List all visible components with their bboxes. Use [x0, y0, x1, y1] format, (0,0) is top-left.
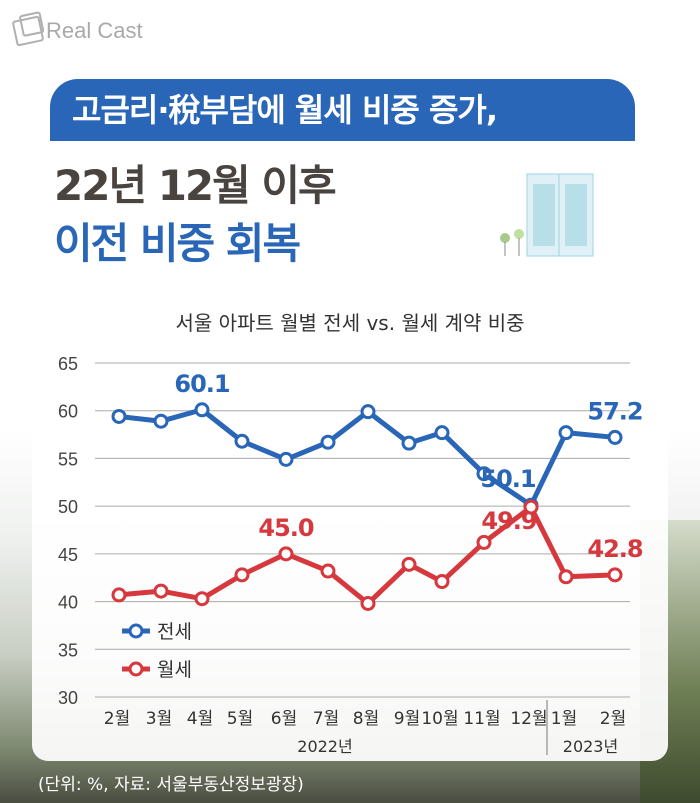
year-label: 2022년	[297, 737, 352, 756]
data-point	[278, 451, 294, 467]
y-tick-label: 60	[58, 402, 78, 422]
data-point	[320, 563, 336, 579]
series-line-0	[118, 407, 616, 508]
y-tick-label: 55	[58, 449, 78, 469]
brand-name: Real Cast	[46, 18, 143, 43]
x-tick-label: 12월	[510, 709, 547, 729]
data-point	[153, 413, 169, 429]
data-label: 57.2	[587, 397, 642, 425]
x-tick-label: 10월	[421, 709, 458, 729]
x-tick-label: 9월	[394, 709, 420, 729]
y-tick-label: 45	[58, 545, 78, 565]
data-label: 50.1	[480, 465, 536, 493]
x-tick-label: 2월	[600, 709, 626, 729]
data-point	[153, 583, 169, 599]
x-tick-label: 3월	[146, 709, 172, 729]
chart-card	[32, 285, 668, 761]
data-label: 45.0	[258, 514, 314, 542]
x-tick-label: 11월	[463, 709, 500, 729]
x-tick-label: 6월	[271, 709, 297, 729]
data-point	[360, 595, 376, 611]
data-point	[607, 429, 623, 445]
data-point	[558, 569, 574, 585]
legend-marker	[128, 661, 144, 677]
x-tick-label: 8월	[353, 709, 379, 729]
legend-label: 월세	[157, 659, 192, 681]
data-point	[194, 591, 210, 607]
year-label: 2023년	[563, 737, 618, 756]
data-point	[401, 435, 417, 451]
x-tick-label: 1월	[551, 709, 577, 729]
data-point	[523, 499, 539, 515]
brand-logo: Real Cast	[11, 15, 143, 47]
headline-banner: 고금리·稅부담에 월세 비중 증가,	[50, 79, 635, 141]
data-point	[234, 567, 250, 583]
data-point	[278, 546, 294, 562]
source-note: (단위: %, 자료: 서울부동산정보광장)	[38, 775, 304, 795]
data-point	[401, 556, 417, 572]
x-tick-label: 7월	[313, 709, 339, 729]
data-point	[476, 534, 492, 550]
data-point	[360, 404, 376, 420]
y-tick-label: 50	[58, 497, 78, 517]
legend-marker	[128, 623, 144, 639]
y-tick-label: 35	[58, 640, 78, 660]
headline-line2: 22년 12월 이후	[54, 161, 337, 210]
data-point	[234, 433, 250, 449]
data-label: 49.9	[481, 507, 537, 535]
data-label: 60.1	[174, 370, 230, 398]
data-point	[434, 425, 450, 441]
data-point	[607, 567, 623, 583]
x-tick-label: 2월	[104, 709, 130, 729]
data-point	[194, 402, 210, 418]
data-point	[111, 587, 127, 603]
y-tick-label: 40	[58, 593, 78, 613]
apartment-building-icon	[500, 173, 594, 257]
y-tick-label: 65	[58, 354, 78, 374]
data-label: 42.8	[587, 535, 643, 563]
chart-title: 서울 아파트 월별 전세 vs. 월세 계약 비중	[175, 311, 525, 335]
legend-label: 전세	[157, 621, 192, 643]
data-point	[111, 408, 127, 424]
x-tick-label: 5월	[227, 709, 253, 729]
data-point	[476, 466, 492, 482]
data-point	[558, 425, 574, 441]
series-line-1	[118, 504, 616, 606]
data-point	[320, 434, 336, 450]
y-tick-label: 30	[58, 688, 78, 708]
x-tick-label: 4월	[187, 709, 213, 729]
data-point	[434, 574, 450, 590]
headline-line3: 이전 비중 회복	[54, 219, 301, 268]
